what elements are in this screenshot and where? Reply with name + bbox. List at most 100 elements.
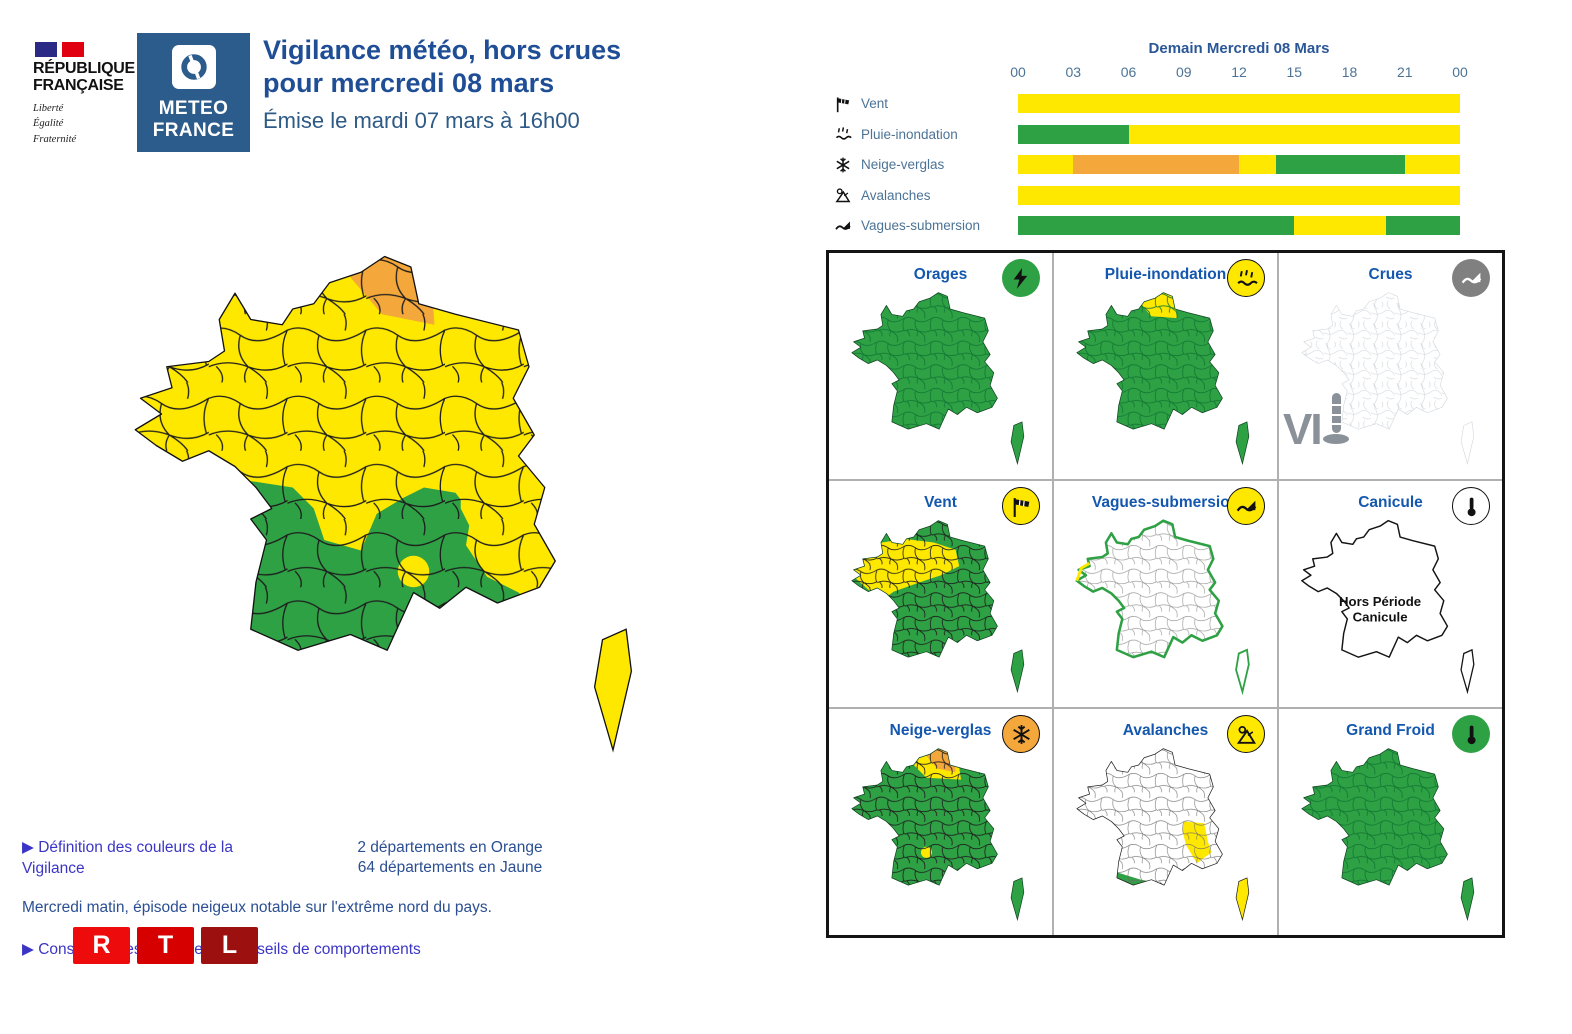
pheno-title: Canicule [1358,494,1423,511]
pheno-title: Grand Froid [1346,722,1435,739]
rf-line1: RÉPUBLIQUE [33,60,135,77]
timeline-bar [1018,216,1460,235]
timeline-row: Vent [828,94,1476,113]
pheno-cell-orages[interactable]: Orages [829,253,1052,479]
river-gauge-icon [1322,393,1349,444]
pheno-map [1075,743,1257,929]
hour-tick-label: 18 [1341,64,1358,80]
count-orange: 2 départements en Orange [357,839,543,856]
pheno-cell-canicule[interactable]: Canicule Hors Période Canicule [1279,481,1502,707]
bulletin-note: Mercredi matin, épisode neigeux notable … [22,899,492,916]
bullet-icon: ▶ [22,941,34,958]
wave-icon [1227,487,1265,525]
thermometer-icon [1452,715,1490,753]
pheno-title: Pluie-inondation [1104,266,1227,283]
timeline-segment [1275,155,1405,174]
republique-francaise-logo: RÉPUBLIQUE FRANÇAISE Liberté Égalité Fra… [33,42,145,148]
rtl-letter-box: T [137,927,194,964]
definition-couleurs-label: Définition des couleurs de la Vigilance [22,839,233,877]
french-flag-icon [35,42,145,57]
timeline-hour-axis: 00 03 06 09 12 15 18 21 00 [1010,64,1468,80]
timeline-row: Avalanches [828,185,1476,205]
hour-tick-label: 06 [1120,64,1137,80]
pheno-title: Neige-verglas [889,722,992,739]
hour-tick-label: 09 [1175,64,1192,80]
pheno-cell-vent[interactable]: Vent [829,481,1052,707]
vigicrues-vi-text: VI [1283,404,1323,454]
wave-icon [1452,259,1490,297]
pheno-cell-neige-verglas[interactable]: Neige-verglas [829,709,1052,935]
rtl-letter-box: L [201,927,258,964]
mf-line1: METEO [158,98,229,119]
meteo-france-icon [171,45,216,89]
timeline-segment [1073,155,1239,174]
pheno-map [1074,515,1257,701]
wave-icon [834,217,852,235]
pheno-map [850,287,1032,473]
hour-tick-label: 12 [1231,64,1247,80]
pheno-cell-crues[interactable]: Crues VI [1279,253,1502,479]
timeline-segment [1386,216,1460,235]
hour-tick-label: 15 [1286,64,1303,80]
timeline-segment [1018,155,1074,174]
pheno-map [1300,287,1482,473]
pheno-cell-grand-froid[interactable]: Grand Froid [1279,709,1502,935]
vigicrues-watermark: VI [1283,391,1351,454]
pheno-map: Hors Période Canicule [1300,515,1482,701]
france-vigilance-map [130,246,655,771]
emission-date: Émise le mardi 07 mars à 16h00 [263,107,580,133]
snowflake-icon [834,156,852,174]
timeline-segment [1239,155,1276,174]
timeline-segment [1018,185,1460,205]
rf-motto-egalite: Égalité [33,118,64,130]
department-counts: 2 départements en Orange 64 départements… [322,838,578,878]
rain-icon [1227,259,1265,297]
pheno-map [1075,287,1257,473]
timeline-row: Neige-verglas [828,155,1476,174]
timeline-segment [1018,124,1129,144]
hour-tick-label: 21 [1396,64,1413,80]
phenomena-grid: Orages Pluie-inondation Crues [826,250,1505,938]
rtl-letter-box: R [73,927,130,964]
avalanche-icon [1227,715,1265,753]
rain-icon [834,125,852,143]
page-title-line1: Vigilance météo, hors crues [263,35,622,65]
rf-motto-fraternite: Fraternité [33,134,77,146]
thermometer-icon [1452,487,1490,525]
timeline-panel: Demain Mercredi 08 Mars 00 03 06 09 12 15 18 21… [828,36,1476,246]
timeline-row-label: Pluie-inondation [861,126,958,142]
timeline-row-label: Neige-verglas [861,157,945,172]
hour-tick-label: 00 [1452,64,1468,80]
meteo-france-logo: METEO FRANCE [137,33,250,152]
pheno-title: Vagues-submersion [1091,494,1240,511]
timeline-segment [1128,124,1460,144]
timeline-bar [1018,155,1460,174]
timeline-row-label: Avalanches [861,187,931,203]
timeline-bar [1018,185,1460,205]
snowflake-icon [1002,715,1040,753]
timeline-row: Pluie-inondation [828,124,1476,144]
timeline-bar [1018,94,1460,113]
pheno-map [1300,743,1482,929]
flag-red-block [62,42,84,57]
timeline-row-label: Vent [861,96,889,111]
pheno-cell-avalanches[interactable]: Avalanches [1054,709,1277,935]
count-jaune: 64 départements en Jaune [357,859,543,877]
rf-line2: FRANÇAISE [33,76,124,94]
timeline-row: Vagues-submersion [828,216,1476,235]
lightning-icon [1002,259,1040,297]
pheno-cell-vagues-submersion[interactable]: Vagues-submersion [1054,481,1277,707]
pheno-title: Vent [924,494,957,511]
definition-couleurs-link[interactable]: ▶ Définition des couleurs de la Vigilanc… [22,838,272,880]
timeline-bar [1018,124,1460,144]
hour-tick-label: 03 [1065,64,1082,80]
pheno-map [850,743,1032,929]
windsock-icon [1002,487,1040,525]
pheno-cell-pluie-inondation[interactable]: Pluie-inondation [1054,253,1277,479]
timeline-segment [1018,94,1460,113]
pheno-title: Orages [913,266,968,283]
avalanche-icon [834,186,852,204]
flag-blue-block [35,42,57,57]
bullet-icon: ▶ [22,839,34,856]
